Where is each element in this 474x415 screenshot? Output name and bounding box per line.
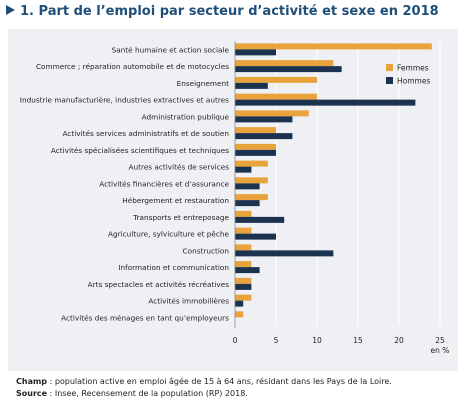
bar-hommes (235, 82, 268, 89)
bar-femmes (235, 160, 268, 167)
category-label: Agriculture, sylviculture et pêche (108, 230, 229, 239)
category-label: Industrie manufacturière, industries ext… (20, 96, 229, 105)
bar-femmes (235, 294, 252, 301)
category-label: Enseignement (177, 79, 230, 88)
bar-femmes (235, 311, 244, 318)
category-label: Activités financières et d’assurance (99, 179, 229, 188)
x-tick-label: 10 (312, 336, 322, 345)
category-label: Construction (183, 246, 229, 255)
bar-femmes (235, 76, 317, 83)
champ-note: Champ : population active en emploi âgée… (16, 377, 392, 386)
bar-hommes (235, 216, 285, 223)
bar-hommes (235, 300, 244, 307)
source-label: Source (16, 389, 48, 398)
legend-label: Hommes (397, 77, 430, 86)
x-axis-label: en % (431, 346, 450, 355)
bar-femmes (235, 143, 276, 150)
bar-hommes (235, 116, 293, 123)
x-tick-label: 20 (394, 336, 404, 345)
bar-hommes (235, 200, 260, 207)
category-label: Autres activités de services (129, 163, 230, 172)
bar-femmes (235, 43, 432, 50)
category-label: Activités spécialisées scientifiques et … (51, 146, 229, 155)
category-label: Santé humaine et action sociale (112, 45, 230, 54)
title-arrow-icon (6, 5, 15, 15)
legend-swatch-femmes (386, 64, 393, 71)
bar-femmes (235, 60, 334, 67)
chart-panel (8, 29, 458, 371)
category-label: Information et communication (118, 263, 229, 272)
bar-hommes (235, 233, 276, 240)
bar-hommes (235, 267, 260, 274)
bar-femmes (235, 210, 252, 217)
category-label: Transports et entreposage (132, 213, 229, 222)
source-note: Source : Insee, Recensement de la popula… (16, 389, 248, 398)
category-label: Arts spectacles et activités récréatives (88, 280, 230, 289)
bar-femmes (235, 194, 268, 201)
legend-swatch-hommes (386, 77, 393, 84)
bar-hommes (235, 149, 276, 156)
category-label: Activités services administratifs et de … (63, 129, 229, 138)
source-text: : Insee, Recensement de la population (R… (47, 389, 248, 398)
x-tick-label: 0 (233, 336, 238, 345)
bar-hommes (235, 133, 293, 140)
bar-hommes (235, 283, 252, 290)
bar-femmes (235, 261, 252, 268)
category-label: Activités immobilières (148, 297, 229, 306)
champ-text: : population active en emploi âgée de 15… (47, 377, 392, 386)
bar-hommes (235, 250, 334, 257)
bar-hommes (235, 166, 252, 173)
category-label: Commerce ; réparation automobile et de m… (36, 62, 229, 71)
bar-femmes (235, 110, 309, 117)
x-tick-label: 5 (274, 336, 279, 345)
bar-hommes (235, 49, 276, 56)
category-label: Activités des ménages en tant qu’employe… (61, 313, 229, 322)
bar-femmes (235, 127, 276, 134)
bar-hommes (235, 183, 260, 190)
bar-hommes (235, 99, 416, 106)
chart-title-text: 1. Part de l’emploi par secteur d’activi… (20, 4, 439, 19)
bar-femmes (235, 177, 268, 184)
bar-femmes (235, 93, 317, 100)
chart-title: 1. Part de l’emploi par secteur d’activi… (6, 4, 439, 19)
champ-label: Champ (16, 377, 48, 386)
x-tick-label: 25 (435, 336, 445, 345)
category-label: Hébergement et restauration (122, 196, 229, 205)
category-label: Administration publique (142, 112, 230, 121)
bar-hommes (235, 66, 342, 73)
bar-femmes (235, 277, 252, 284)
bar-femmes (235, 244, 252, 251)
legend-label: Femmes (397, 64, 429, 73)
x-tick-label: 15 (353, 336, 363, 345)
bar-femmes (235, 227, 252, 234)
